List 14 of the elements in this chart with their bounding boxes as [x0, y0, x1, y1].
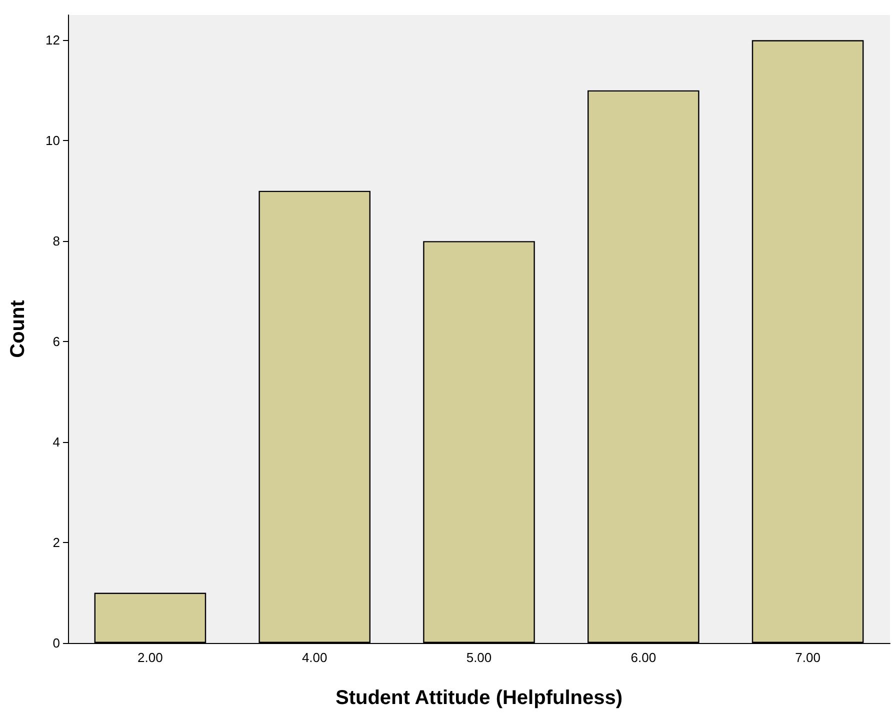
x-axis-title: Student Attitude (Helpfulness) [335, 687, 623, 709]
y-tick-label: 6 [52, 334, 60, 350]
y-tick-label: 12 [46, 32, 60, 48]
y-tick-label: 2 [52, 535, 60, 550]
x-tick-label: 5.00 [466, 650, 492, 665]
y-axis-title: Count [7, 300, 29, 358]
x-tick-label: 6.00 [630, 650, 656, 665]
x-tick-label: 4.00 [302, 650, 328, 665]
y-tick-label: 4 [52, 434, 60, 450]
x-tick-label: 2.00 [138, 650, 163, 665]
x-tick-label: 7.00 [795, 650, 820, 665]
y-tick-label: 8 [52, 234, 60, 249]
y-tick-label: 10 [46, 133, 60, 148]
y-tick-label: 0 [52, 636, 60, 650]
